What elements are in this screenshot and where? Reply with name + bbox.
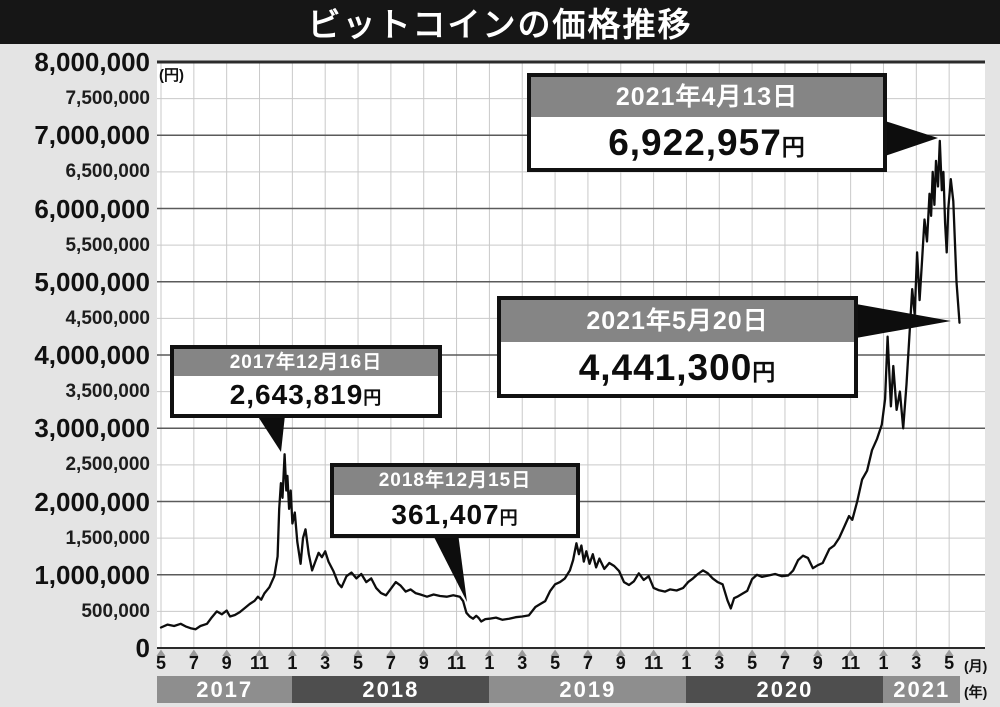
- x-axis-month-label: 1: [484, 653, 495, 673]
- x-axis-month-label: 7: [779, 653, 790, 673]
- x-axis-month-label: 5: [550, 653, 561, 673]
- y-axis-label: 1,500,000: [65, 527, 150, 549]
- x-axis-month-label: 1: [878, 653, 889, 673]
- y-axis-label: 0: [135, 633, 150, 663]
- chart-title: ビットコインの価格推移: [307, 6, 693, 43]
- y-axis-label: 2,000,000: [34, 486, 150, 517]
- annotation-pointer: [856, 304, 951, 338]
- x-axis-month-label: 1: [287, 653, 298, 673]
- x-tick-triangle: [583, 649, 593, 656]
- x-axis-month-label: 9: [812, 653, 823, 673]
- x-axis-month-label: 11: [841, 653, 861, 673]
- y-axis-label: 500,000: [81, 600, 150, 622]
- y-axis-label: 7,000,000: [34, 120, 150, 151]
- x-axis-month-label: 5: [944, 653, 955, 673]
- annotation-price: 2,643,819円: [229, 379, 383, 410]
- x-axis-month-label: 7: [385, 653, 396, 673]
- x-axis-month-label: 1: [681, 653, 692, 673]
- x-tick-triangle: [419, 649, 429, 656]
- x-tick-triangle: [386, 649, 396, 656]
- x-tick-triangle: [911, 649, 921, 656]
- y-axis-label: 5,500,000: [65, 234, 150, 256]
- y-axis-label: 7,500,000: [65, 88, 150, 110]
- annotation-date: 2021年5月20日: [501, 300, 854, 342]
- x-axis-month-label: 3: [517, 653, 528, 673]
- x-tick-triangle: [780, 649, 790, 656]
- x-axis-month-label: 9: [221, 653, 232, 673]
- x-tick-triangle: [944, 649, 954, 656]
- annotation-price: 6,922,957円: [608, 122, 806, 163]
- x-axis-month-label: 5: [747, 653, 758, 673]
- x-tick-triangle: [189, 649, 199, 656]
- annotation-date: 2021年4月13日: [531, 77, 883, 117]
- x-tick-triangle: [878, 649, 888, 656]
- x-axis-month-label: 7: [188, 653, 199, 673]
- x-axis-month-label: 5: [353, 653, 364, 673]
- y-axis-label: 4,000,000: [34, 340, 150, 370]
- y-axis-label: 3,000,000: [34, 413, 150, 444]
- y-axis-label: 4,500,000: [65, 307, 150, 329]
- x-tick-triangle: [517, 649, 527, 656]
- x-tick-triangle: [287, 649, 297, 656]
- x-axis-month-label: 5: [155, 653, 166, 673]
- year-band-2020: 2020: [686, 676, 884, 703]
- x-tick-triangle: [649, 649, 659, 656]
- year-band-2021: 2021: [883, 676, 960, 703]
- year-band-2018: 2018: [292, 676, 490, 703]
- chart-title-bar: ビットコインの価格推移: [0, 0, 1000, 44]
- annotation-2017-12-16-peak: 2017年12月16日 2,643,819円: [170, 345, 442, 418]
- y-axis-label: 5,000,000: [34, 266, 150, 297]
- year-axis-unit-label: (年): [964, 684, 988, 700]
- x-tick-triangle: [320, 649, 330, 656]
- x-tick-triangle: [616, 649, 626, 656]
- y-axis-label: 1,000,000: [34, 559, 150, 590]
- y-axis-unit-label: (円): [159, 67, 184, 84]
- annotation-pointer: [432, 533, 467, 602]
- x-tick-triangle: [550, 649, 560, 656]
- x-tick-triangle: [714, 649, 724, 656]
- y-axis-label: 8,000,000: [34, 47, 150, 77]
- y-axis-label: 6,000,000: [34, 193, 150, 224]
- price-line-series: [159, 139, 961, 631]
- x-axis-month-label: 3: [320, 653, 331, 673]
- x-axis-month-label: 11: [447, 653, 467, 673]
- y-axis-label: 3,500,000: [65, 381, 150, 403]
- x-tick-triangle: [681, 649, 691, 656]
- x-axis-month-label: 3: [911, 653, 922, 673]
- y-axis: 8,000,000 7,500,000 7,000,000 6,500,000 6,00…: [0, 0, 150, 707]
- x-tick-triangle: [353, 649, 363, 656]
- annotation-date: 2017年12月16日: [174, 349, 438, 376]
- x-tick-triangle: [255, 649, 265, 656]
- annotation-price: 361,407円: [391, 499, 519, 530]
- y-axis-label: 6,500,000: [65, 161, 150, 183]
- x-axis-month-label: 9: [615, 653, 626, 673]
- year-band-2019: 2019: [489, 676, 687, 703]
- x-axis-month-label: 11: [644, 653, 664, 673]
- annotation-2021-05-20: 2021年5月20日 4,441,300円: [497, 296, 858, 398]
- x-axis-month-label: 9: [418, 653, 429, 673]
- annotation-2018-12-15-low: 2018年12月15日 361,407円: [330, 463, 580, 538]
- y-axis-label: 2,500,000: [65, 454, 150, 476]
- annotation-pointer: [257, 415, 285, 452]
- x-tick-triangle: [747, 649, 757, 656]
- x-axis-unit-label: (月): [964, 658, 988, 674]
- x-axis-month-label: 11: [250, 653, 270, 673]
- annotation-date: 2018年12月15日: [334, 467, 576, 495]
- x-tick-triangle: [452, 649, 462, 656]
- x-tick-triangle: [484, 649, 494, 656]
- x-tick-triangle: [222, 649, 232, 656]
- annotation-pointer: [885, 121, 938, 156]
- x-tick-triangle: [813, 649, 823, 656]
- annotation-2021-04-13-peak: 2021年4月13日 6,922,957円: [527, 73, 887, 172]
- x-axis-month-label: 7: [582, 653, 593, 673]
- x-tick-triangle: [156, 649, 166, 656]
- x-axis-month-label: 3: [714, 653, 725, 673]
- annotation-price: 4,441,300円: [578, 347, 777, 388]
- year-band-2017: 2017: [157, 676, 293, 703]
- x-tick-triangle: [846, 649, 856, 656]
